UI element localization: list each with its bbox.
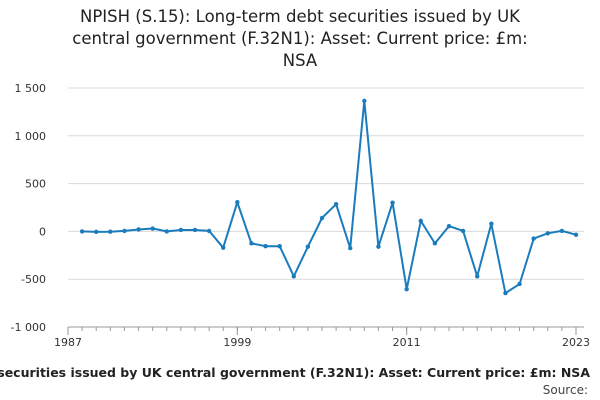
x-tick-label: 1987 [54,336,82,349]
data-point [94,229,99,235]
x-tick-label: 2023 [562,336,590,349]
data-point [545,231,550,236]
legend: NPISH (S.15): Long-term debt securities … [0,365,600,383]
data-point [503,290,508,296]
data-point [418,218,423,224]
data-point [460,228,466,234]
data-point [249,241,254,246]
data-point [517,281,522,287]
y-tick-label: 1 000 [15,130,47,143]
data-point [277,244,282,249]
data-point [206,228,212,234]
data-point [362,98,367,104]
y-tick-label: -500 [21,273,46,286]
data-point [136,227,141,232]
data-point [305,244,311,249]
data-point [489,221,494,226]
data-point [390,200,395,205]
data-point [263,244,268,249]
data-point [404,287,409,292]
series-line [82,99,577,295]
data-point [348,245,353,251]
data-point [178,227,184,233]
tick-labels: -1 000 -500 0 500 1 000 1 500 1987 1999 2011 2023 [11,82,590,349]
data-point [192,227,198,233]
data-point [291,274,296,279]
chart-title: NPISH (S.15): Long-term debt securities … [0,6,600,72]
x-tick-label: 2011 [393,336,421,349]
y-tick-label: 0 [39,225,46,238]
data-point [573,232,579,237]
x-tick-label: 1999 [223,336,251,349]
axes [67,326,584,335]
y-tick-label: 500 [25,178,46,191]
data-point [531,236,536,241]
data-point [559,228,565,234]
chart-title-line-1: NPISH (S.15): Long-term debt securities … [80,7,520,26]
data-point [122,228,127,234]
data-point [108,229,113,234]
source-label: Source: [542,383,588,397]
chart-title-line-3: NSA [282,51,318,70]
data-point [150,226,155,231]
chart-title-line-2: central government (F.32N1): Asset: Curr… [72,29,528,48]
data-point [446,223,452,229]
data-series [79,98,579,296]
y-tick-label: -1 000 [11,321,46,334]
data-point [475,274,480,279]
data-point [432,241,438,246]
data-point [79,229,85,234]
data-point [319,215,325,221]
data-point [164,229,169,234]
data-point [333,201,339,207]
y-tick-label: 1 500 [15,82,47,95]
data-point [235,200,240,205]
data-point [221,245,226,250]
legend-label: NPISH (S.15): Long-term debt securities … [0,365,590,380]
data-point [376,244,381,249]
